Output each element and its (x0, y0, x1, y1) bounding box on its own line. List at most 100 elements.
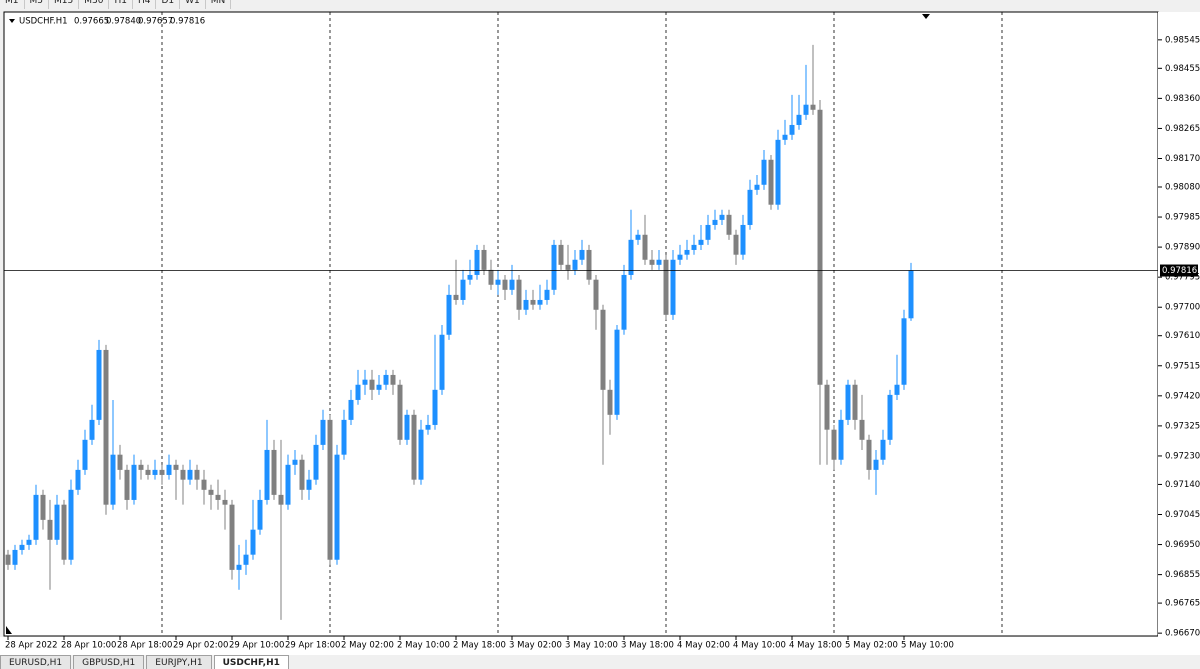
candle-body (222, 499, 228, 505)
candle-body (509, 279, 515, 290)
candle-body (12, 549, 18, 565)
grid (161, 12, 1003, 636)
candle-body (82, 439, 88, 470)
candle-body (628, 239, 634, 275)
candle-body (873, 459, 879, 470)
candle-body (579, 249, 585, 260)
candle-body (565, 264, 571, 270)
candle-body (551, 244, 557, 290)
candle-body (383, 374, 389, 385)
axes: 0.98545 0.98455 0.98360 0.98265 0.98170 0.980… (5, 35, 1200, 650)
candle-body (313, 444, 319, 480)
candle-body (908, 270, 914, 319)
candle-body (796, 114, 802, 125)
candle-body (677, 254, 683, 260)
x-tick-label: 5 May 10:00 (901, 641, 954, 651)
x-tick-label: 29 Apr 02:00 (173, 641, 228, 651)
candle-body (775, 139, 781, 205)
candle-body (635, 234, 641, 240)
candle-body (292, 459, 298, 465)
candle-body (621, 274, 627, 330)
timeframe-button[interactable]: H4 (133, 0, 157, 9)
candle-body (369, 379, 375, 390)
x-tick-label: 28 Apr 18:00 (117, 641, 172, 651)
y-tick-label: 0.98455 (1165, 64, 1200, 74)
timeframe-button[interactable]: W1 (180, 0, 206, 9)
candle-body (747, 189, 753, 225)
timeframe-button[interactable]: M30 (79, 0, 110, 9)
candle-body (425, 424, 431, 430)
symbol-tab[interactable]: GBPUSD,H1 (73, 655, 145, 669)
candle-body (397, 384, 403, 440)
candle-body (439, 334, 445, 390)
candle-body (698, 239, 704, 245)
timeframe-button[interactable]: M1 (0, 0, 25, 9)
chart-title: USDCHF.H1 (19, 17, 68, 27)
candle-body (782, 134, 788, 140)
candle-body (614, 329, 620, 415)
symbol-tab[interactable]: EURUSD,H1 (0, 655, 72, 669)
y-tick-label: 0.96950 (1165, 540, 1200, 550)
candle-body (229, 504, 235, 570)
x-tick-label: 29 Apr 10:00 (229, 641, 284, 651)
candle-body (187, 469, 193, 480)
candle-body (117, 454, 123, 470)
x-tick-label: 28 Apr 10:00 (61, 641, 116, 651)
candle-body (733, 234, 739, 255)
candle-body (642, 234, 648, 260)
candle-body (285, 464, 291, 505)
candle-body (124, 469, 130, 500)
candle-body (75, 469, 81, 490)
candle-body (558, 244, 564, 265)
candle-body (663, 259, 669, 315)
candle-body (145, 469, 151, 475)
candle-body (348, 399, 354, 420)
candle-body (250, 529, 256, 555)
x-tick-label: 3 May 18:00 (621, 641, 674, 651)
timeframe-button[interactable]: M15 (49, 0, 80, 9)
candle-body (502, 279, 508, 290)
candle-body (68, 489, 74, 560)
candle-body (586, 249, 592, 280)
candle-body (754, 184, 760, 190)
candle-body (19, 544, 25, 550)
symbol-tab[interactable]: EURJPY,H1 (146, 655, 212, 669)
candle-body (236, 564, 242, 570)
candle-body (40, 494, 46, 520)
candle-body (194, 469, 200, 480)
candle-body (61, 504, 67, 560)
symbol-tab[interactable]: USDCHF,H1 (213, 655, 289, 669)
candle-body (5, 554, 11, 565)
x-tick-label: 4 May 10:00 (733, 641, 786, 651)
candle-body (320, 419, 326, 445)
candle-body (719, 214, 725, 220)
candle-body (831, 429, 837, 460)
candle-body (852, 384, 858, 420)
candle-body (173, 464, 179, 470)
candles (4, 44, 1158, 620)
y-tick-label: 0.97515 (1165, 361, 1200, 371)
y-tick-label: 0.96765 (1165, 599, 1200, 609)
timeframe-button[interactable]: D1 (156, 0, 181, 9)
header-low: 0.97657 (138, 17, 173, 27)
bid-label: 0.97816 (1162, 266, 1197, 276)
bid-label-bg (1160, 264, 1198, 277)
timeframe-button[interactable]: H1 (109, 0, 133, 9)
candle-body (740, 224, 746, 255)
timeframe-button[interactable]: MN (206, 0, 232, 9)
candle-body (89, 419, 95, 440)
candle-body (789, 124, 795, 135)
x-tick-label: 2 May 10:00 (397, 641, 450, 651)
candle-body (404, 414, 410, 440)
y-tick-label: 0.98080 (1165, 182, 1200, 192)
candle-body (166, 464, 172, 475)
candle-body (215, 494, 221, 500)
candle-body (271, 449, 277, 495)
candle-body (411, 414, 417, 480)
timeframe-button[interactable]: M5 (25, 0, 49, 9)
candle-body (481, 249, 487, 270)
candle-body (845, 384, 851, 420)
candle-body (432, 389, 438, 425)
candle-body (103, 349, 109, 505)
candle-body (257, 499, 263, 530)
